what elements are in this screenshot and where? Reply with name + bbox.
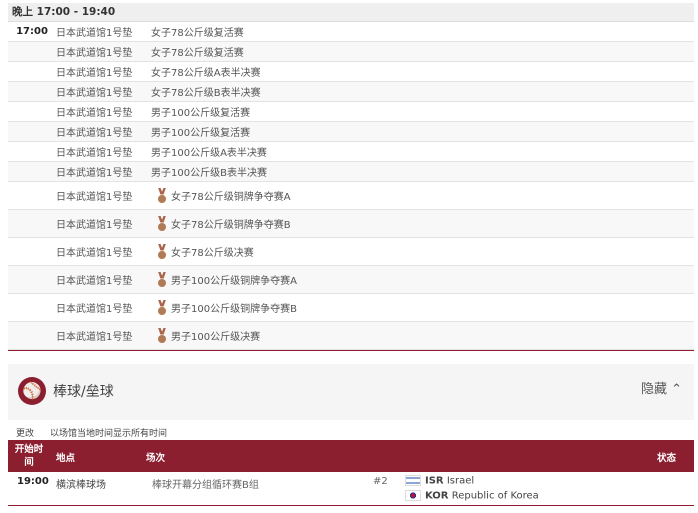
row-venue: 日本武道馆1号垫 (56, 148, 133, 159)
divider (8, 350, 694, 351)
korea-flag-icon (405, 490, 421, 501)
timezone-note: 以场馆当地时间显示所有时间 (50, 429, 168, 439)
schedule-row[interactable]: 日本武道馆1号垫 男子100公斤级B表半决赛 (8, 162, 694, 182)
medal-icon (157, 328, 167, 344)
header-time: 开始时间 (14, 444, 44, 468)
row-event: 男子100公斤级A表半决赛 (151, 144, 267, 159)
row-venue: 日本武道馆1号垫 (56, 108, 133, 119)
event-name: 男子100公斤级B表半决赛 (151, 168, 267, 179)
table-header: 开始时间 地点 场次 状态 (8, 440, 694, 472)
row-event: 男子100公斤级复活赛 (151, 124, 250, 139)
team-name: Republic of Korea (451, 490, 539, 502)
event-name: 男子100公斤级A表半决赛 (151, 148, 267, 159)
event-name: 男子100公斤级复活赛 (151, 108, 251, 119)
row-event: 女子78公斤级铜牌争夺赛B (151, 216, 291, 232)
row-event: 女子78公斤级复活赛 (151, 24, 244, 39)
row-venue: 日本武道馆1号垫 (56, 304, 133, 315)
event-name: 女子78公斤级B表半决赛 (151, 88, 261, 99)
row-venue: 日本武道馆1号垫 (56, 192, 133, 203)
team-isr: ISR Israel (405, 475, 474, 487)
medal-icon (157, 272, 167, 288)
row-event: 男子100公斤级铜牌争夺赛A (151, 272, 297, 288)
event-name: 女子78公斤级复活赛 (151, 48, 244, 59)
row-event: 女子78公斤级铜牌争夺赛A (151, 188, 291, 204)
event-name: 女子78公斤级铜牌争夺赛A (171, 192, 291, 203)
schedule-row[interactable]: 日本武道馆1号垫 女子78公斤级决赛 (8, 238, 694, 266)
row-event: 女子78公斤级A表半决赛 (151, 64, 261, 79)
session-header: 晚上 17:00 - 19:40 (8, 3, 694, 22)
row-venue: 日本武道馆1号垫 (56, 220, 133, 231)
event-name: 男子100公斤级复活赛 (151, 128, 251, 139)
row-event: 女子78公斤级复活赛 (151, 44, 244, 59)
schedule-row[interactable]: 日本武道馆1号垫 女子78公斤级A表半决赛 (8, 62, 694, 82)
schedule-row[interactable]: 日本武道馆1号垫 男子100公斤级铜牌争夺赛B (8, 294, 694, 322)
chevron-up-icon: ⌃ (671, 382, 682, 397)
schedule-row[interactable]: 日本武道馆1号垫 男子100公斤级A表半决赛 (8, 142, 694, 162)
schedule-row[interactable]: 日本武道馆1号垫 男子100公斤级复活赛 (8, 102, 694, 122)
event-name: 女子78公斤级铜牌争夺赛B (171, 220, 291, 231)
medal-icon (157, 244, 167, 260)
event-name: 男子100公斤级铜牌争夺赛B (171, 304, 297, 315)
medal-icon (157, 216, 167, 232)
header-status: 状态 (656, 453, 676, 464)
team-code: ISR (425, 475, 444, 487)
baseball-icon: ⚾ (18, 377, 46, 405)
row-venue: 日本武道馆1号垫 (56, 48, 133, 59)
row-venue: 日本武道馆1号垫 (56, 68, 133, 79)
medal-icon (157, 188, 167, 204)
schedule-row[interactable]: 日本武道馆1号垫 女子78公斤级铜牌争夺赛A (8, 182, 694, 210)
row-event: 男子100公斤级复活赛 (151, 104, 250, 119)
israel-flag-icon (405, 475, 421, 486)
row-event: 棒球开幕分组循环赛B组 (152, 480, 259, 491)
row-event: 女子78公斤级B表半决赛 (151, 84, 261, 99)
hide-label: 隐藏 (640, 382, 667, 397)
schedule-row[interactable]: 日本武道馆1号垫 男子100公斤级铜牌争夺赛A (8, 266, 694, 294)
sport-panel-baseball: ⚾ 棒球/垒球 隐藏 ⌃ (8, 364, 694, 420)
row-event: 男子100公斤级铜牌争夺赛B (151, 300, 297, 316)
event-name: 女子78公斤级决赛 (171, 248, 254, 259)
event-name: 男子100公斤级铜牌争夺赛A (171, 276, 297, 287)
change-link[interactable]: 更改 (16, 429, 35, 439)
event-name: 女子78公斤级复活赛 (151, 28, 244, 39)
row-venue: 日本武道馆1号垫 (56, 88, 133, 99)
row-event: 女子78公斤级决赛 (151, 244, 254, 260)
table-row[interactable]: 19:00 横滨棒球场 棒球开幕分组循环赛B组 #2 ISR Israel KO… (8, 472, 694, 506)
header-venue: 地点 (56, 453, 76, 464)
row-event: 男子100公斤级B表半决赛 (151, 164, 267, 179)
medal-icon (157, 300, 167, 316)
row-venue: 日本武道馆1号垫 (56, 276, 133, 287)
row-venue: 日本武道馆1号垫 (56, 28, 133, 39)
row-venue: 日本武道馆1号垫 (56, 168, 133, 179)
team-kor: KOR Republic of Korea (405, 490, 539, 502)
row-venue: 日本武道馆1号垫 (56, 332, 133, 343)
row-venue: 日本武道馆1号垫 (56, 128, 133, 139)
schedule-row[interactable]: 日本武道馆1号垫 女子78公斤级铜牌争夺赛B (8, 210, 694, 238)
team-code: KOR (425, 490, 449, 502)
schedule-row[interactable]: 日本武道馆1号垫 男子100公斤级复活赛 (8, 122, 694, 142)
event-name: 男子100公斤级决赛 (171, 332, 261, 343)
team-name: Israel (446, 475, 475, 487)
row-game-number: #2 (373, 476, 388, 487)
row-event: 男子100公斤级决赛 (151, 328, 260, 344)
row-venue: 横滨棒球场 (56, 480, 106, 491)
judo-schedule-list: 17:00 日本武道馆1号垫 女子78公斤级复活赛 日本武道馆1号垫 女子78公斤级复活… (8, 22, 694, 350)
schedule-row[interactable]: 日本武道馆1号垫 女子78公斤级B表半决赛 (8, 82, 694, 102)
schedule-row[interactable]: 17:00 日本武道馆1号垫 女子78公斤级复活赛 (8, 22, 694, 42)
row-venue: 日本武道馆1号垫 (56, 248, 133, 259)
schedule-row[interactable]: 日本武道馆1号垫 男子100公斤级决赛 (8, 322, 694, 350)
row-time: 19:00 (17, 476, 49, 487)
row-time: 17:00 (16, 26, 48, 37)
header-event: 场次 (146, 453, 166, 464)
hide-toggle[interactable]: 隐藏 ⌃ (641, 378, 682, 397)
schedule-row[interactable]: 日本武道馆1号垫 女子78公斤级复活赛 (8, 42, 694, 62)
sport-name: 棒球/垒球 (53, 384, 114, 400)
event-name: 女子78公斤级A表半决赛 (151, 68, 261, 79)
